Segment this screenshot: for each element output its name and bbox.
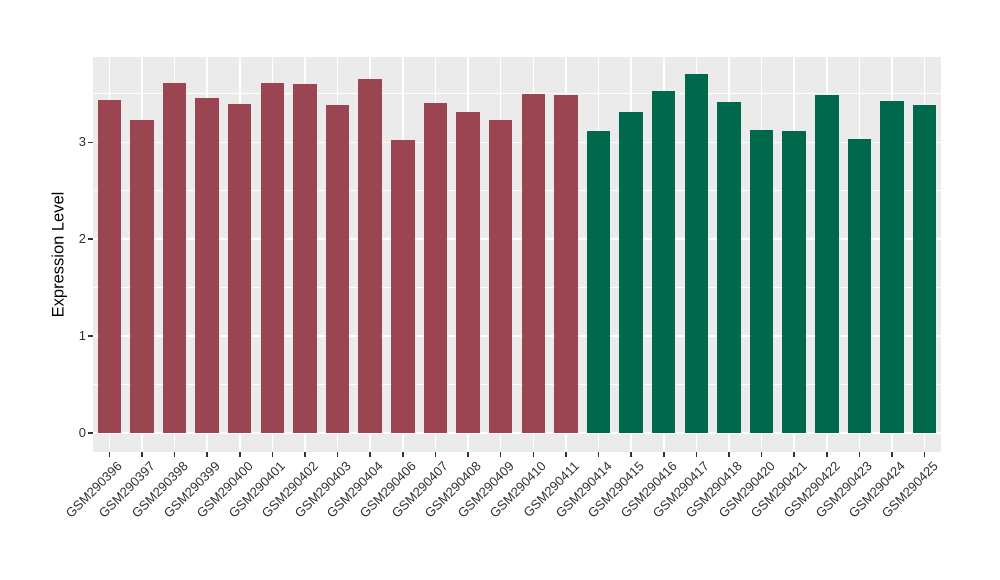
bar-GSM290396 <box>97 99 122 434</box>
x-tick-mark <box>923 452 926 457</box>
x-tick-mark <box>532 452 535 457</box>
bar-GSM290420 <box>749 129 774 434</box>
x-tick-mark <box>826 452 828 457</box>
y-tick-mark <box>88 432 93 434</box>
bar-GSM290409 <box>488 120 513 434</box>
minor-gridline <box>93 93 941 95</box>
y-tick-mark <box>88 335 93 337</box>
x-tick-mark <box>304 452 306 457</box>
x-tick-mark <box>597 452 600 457</box>
y-tick-label: 2 <box>78 231 86 247</box>
x-tick-mark <box>141 452 143 457</box>
x-tick-mark <box>206 452 208 457</box>
x-tick-mark <box>336 452 339 457</box>
x-tick-mark <box>858 452 861 457</box>
major-gridline <box>93 238 941 241</box>
x-tick-mark <box>793 452 796 457</box>
minor-gridline <box>93 287 941 289</box>
x-tick-mark <box>369 452 372 457</box>
x-tick-mark <box>108 452 111 457</box>
bar-GSM290417 <box>684 74 709 434</box>
minor-gridline <box>93 190 941 192</box>
x-tick-mark <box>565 452 567 457</box>
bar-GSM290425 <box>912 105 937 434</box>
bar-GSM290408 <box>456 112 480 434</box>
x-tick-mark <box>728 452 730 457</box>
bar-GSM290397 <box>130 120 154 434</box>
x-tick-mark <box>467 452 469 457</box>
y-tick-label: 0 <box>78 425 86 441</box>
x-tick-mark <box>173 452 176 457</box>
x-tick-mark <box>238 452 241 457</box>
x-tick-mark <box>402 452 404 457</box>
x-tick-mark <box>891 452 893 457</box>
minor-gridline <box>93 384 941 386</box>
x-tick-mark <box>434 452 437 457</box>
y-tick-label: 3 <box>78 134 86 150</box>
bar-GSM290421 <box>782 130 806 434</box>
bar-GSM290406 <box>391 140 415 434</box>
bar-GSM290402 <box>293 84 317 434</box>
bar-GSM290416 <box>652 90 676 434</box>
bar-GSM290423 <box>847 139 872 434</box>
x-tick-mark <box>760 452 763 457</box>
bar-GSM290410 <box>521 93 546 434</box>
x-tick-mark <box>695 452 698 457</box>
y-axis-title: Expression Level <box>46 57 72 452</box>
x-tick-mark <box>662 452 665 457</box>
major-gridline <box>93 432 941 434</box>
y-tick-label: 1 <box>78 328 86 344</box>
plot-panel <box>93 57 941 452</box>
y-tick-mark <box>88 238 93 241</box>
x-tick-mark <box>271 452 274 457</box>
bar-GSM290398 <box>162 83 187 434</box>
x-tick-mark <box>630 452 632 457</box>
y-axis-title-text: Expression Level <box>49 191 68 318</box>
bar-GSM290403 <box>325 105 350 434</box>
bar-GSM290399 <box>195 97 219 434</box>
bar-GSM290411 <box>554 94 578 434</box>
major-gridline <box>93 141 941 144</box>
bar-GSM290424 <box>880 100 904 434</box>
y-tick-mark <box>88 141 93 144</box>
x-tick-mark <box>499 452 502 457</box>
bar-GSM290415 <box>619 112 643 434</box>
bar-GSM290414 <box>586 130 611 434</box>
bar-GSM290418 <box>717 101 741 434</box>
bar-GSM290400 <box>228 104 252 434</box>
bar-GSM290401 <box>260 83 285 434</box>
major-gridline <box>93 335 941 337</box>
bar-GSM290404 <box>358 79 382 434</box>
bar-GSM290407 <box>423 102 448 434</box>
bar-GSM290422 <box>815 94 839 434</box>
